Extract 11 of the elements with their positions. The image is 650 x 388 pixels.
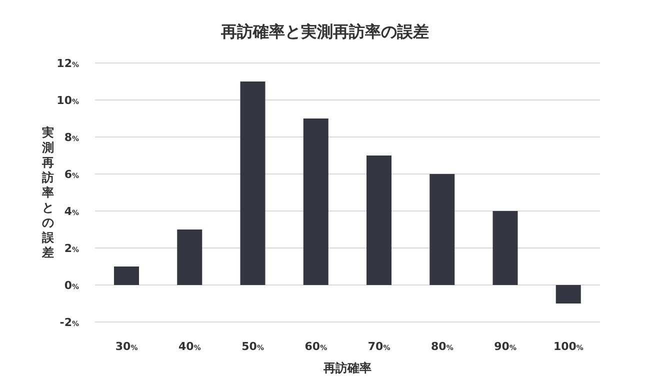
bar bbox=[556, 285, 581, 304]
chart-title: 再訪確率と実測再訪率の誤差 bbox=[220, 22, 430, 43]
text: 実測再訪率との誤差 bbox=[42, 126, 54, 260]
bar bbox=[430, 174, 455, 285]
bar bbox=[492, 211, 518, 285]
bar bbox=[177, 230, 202, 285]
bar bbox=[240, 82, 266, 285]
bar bbox=[303, 118, 328, 285]
bar bbox=[366, 156, 392, 285]
x-axis-title: 再訪確率 bbox=[322, 361, 372, 375]
bar bbox=[114, 266, 139, 285]
